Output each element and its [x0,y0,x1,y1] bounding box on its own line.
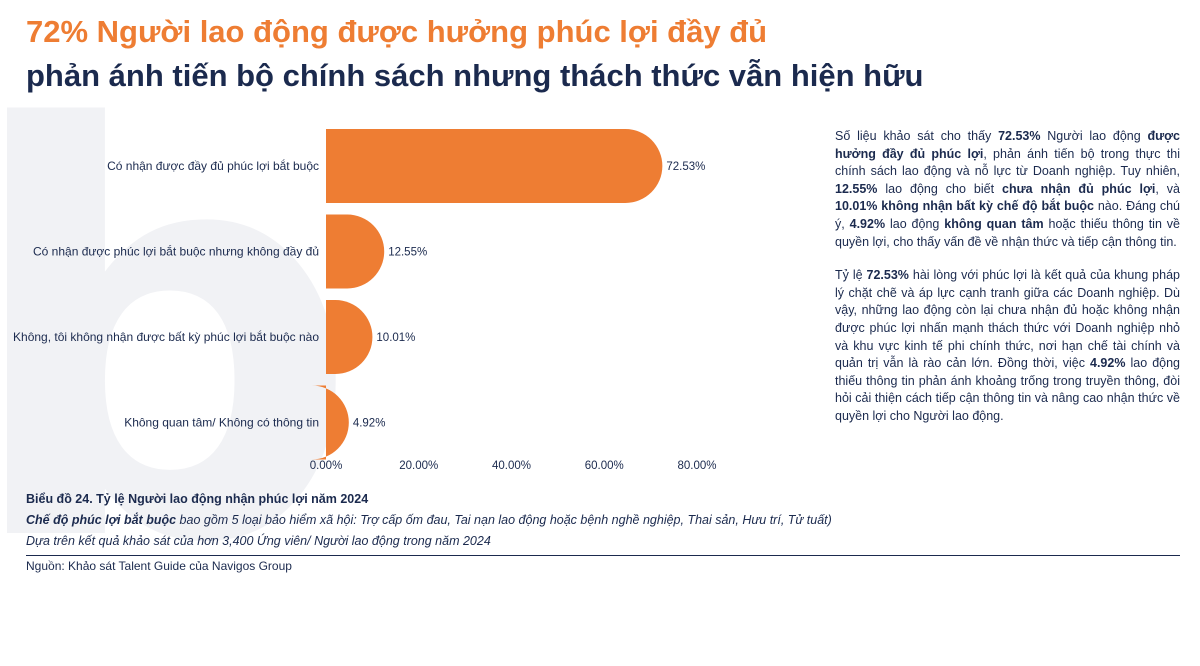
commentary-highlight: chưa nhận đủ phúc lợi [1002,181,1156,196]
commentary-highlight: được hưởng đầy đủ phúc lợi [835,129,1180,161]
commentary-run: lao động thiếu thông tin phản ánh khoảng… [835,356,1180,423]
commentary-run: Số liệu khảo sát cho thấy [835,129,999,143]
commentary-highlight: 10.01% không nhận bất kỳ chế độ bắt buộc [835,199,1094,214]
commentary-run: hài lòng với phúc lợi là kết quả của khu… [835,268,1180,371]
x-tick-label: 20.00% [399,460,438,472]
watermark-letter: b [0,14,361,666]
commentary-run: hoặc thiếu thông tin về quyền lợi, cho t… [835,216,1180,249]
data-label: 72.53% [666,161,705,173]
bar [311,385,349,460]
commentary-run: nào. Đáng chú ý, [835,199,1180,231]
bar [326,129,663,203]
commentary-run: lao động cho biết [877,181,1003,196]
source-note: Nguồn: Khảo sát Talent Guide của Navigos… [26,559,292,573]
page-title: 72% Người lao động được hưởng phúc lợi đ… [26,14,768,49]
commentary-run: lao động [885,216,945,231]
bar [326,300,373,374]
x-tick-label: 60.00% [585,460,624,472]
chart-caption-basis: Dựa trên kết quả khảo sát của hơn 3,400 … [26,534,491,548]
commentary-highlight: 4.92% [1090,356,1126,371]
commentary-paragraph: Tỷ lệ 72.53% hài lòng với phúc lợi là kế… [835,267,1180,425]
category-label: Không quan tâm/ Không có thông tin [124,416,319,430]
x-tick-label: 80.00% [677,460,716,472]
x-tick-label: 40.00% [492,460,531,472]
commentary-paragraph: Số liệu khảo sát cho thấy 72.53% Người l… [835,128,1180,251]
commentary-highlight: 12.55% [835,181,878,196]
commentary-run: , phản ánh tiến bộ trong thực thi chính … [835,146,1180,179]
commentary-highlight: 72.53% [998,129,1041,143]
benefits-bar-chart: Có nhận được đầy đủ phúc lợi bắt buộc 72.… [13,129,717,472]
commentary-run: Người lao động [1040,129,1148,143]
data-label: 12.55% [388,247,427,259]
category-label: Không, tôi không nhận được bất kỳ phúc l… [13,329,319,344]
category-label: Có nhận được phúc lợi bắt buộc nhưng khô… [33,244,319,259]
commentary-text: Số liệu khảo sát cho thấy 72.53% Người l… [835,128,1180,442]
data-label: 4.92% [353,418,386,430]
chart-caption-note: Chế độ phúc lợi bắt buộc bao gồm 5 loại … [26,513,832,527]
commentary-run: Tỷ lệ [835,268,867,283]
x-tick-label: 0.00% [310,460,343,472]
chart-caption-title: Biểu đồ 24. Tỷ lệ Người lao động nhận ph… [26,492,369,506]
bar [326,214,385,289]
data-label: 10.01% [376,332,415,344]
commentary-highlight: 4.92% [849,216,886,231]
chart-caption-note-rest: bao gồm 5 loại bảo hiểm xã hội: Trợ cấp … [176,513,832,527]
commentary-highlight: không quan tâm [944,216,1044,231]
commentary-run: , và [1155,181,1180,196]
category-label: Có nhận được đầy đủ phúc lợi bắt buộc [107,158,319,173]
chart-caption-note-bold: Chế độ phúc lợi bắt buộc [26,513,177,527]
footer-divider [26,555,1180,556]
page-subtitle: phản ánh tiến bộ chính sách nhưng thách … [26,58,924,93]
commentary-highlight: 72.53% [866,268,909,283]
